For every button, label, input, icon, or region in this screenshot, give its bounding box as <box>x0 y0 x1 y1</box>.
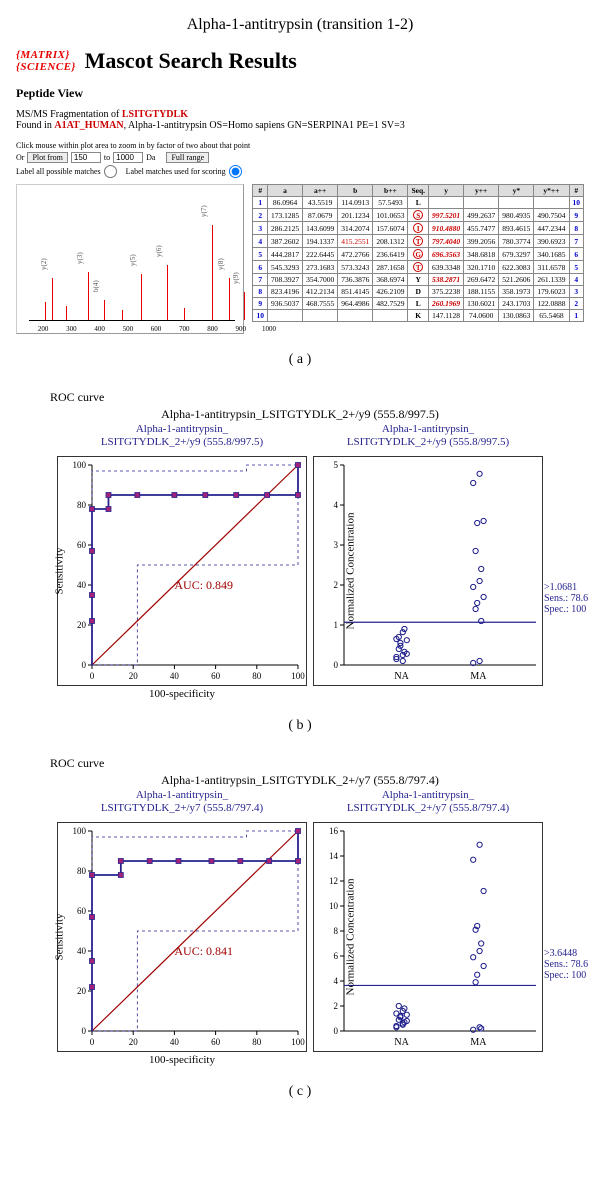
svg-text:0: 0 <box>334 1026 339 1036</box>
svg-text:0: 0 <box>90 1037 95 1047</box>
svg-text:0: 0 <box>82 660 87 670</box>
c-roc-chart: Alpha-1-antitrypsin_LSITGTYDLK_2+/y7 (55… <box>57 822 307 1052</box>
subfigure-a-label: ( a ) <box>16 352 584 368</box>
mascot-header: {MATRIX} {SCIENCE} Mascot Search Results <box>16 48 584 74</box>
c-scatter-title: Alpha-1-antitrypsin_LSITGTYDLK_2+/y7 (55… <box>314 789 542 814</box>
svg-text:2: 2 <box>334 1001 339 1011</box>
zoom-hint: Click mouse within plot area to zoom in … <box>16 141 584 150</box>
c-scatter-wrap: Alpha-1-antitrypsin_LSITGTYDLK_2+/y7 (55… <box>313 822 543 1066</box>
svg-text:20: 20 <box>129 1037 139 1047</box>
svg-text:80: 80 <box>252 671 261 681</box>
panel-c-row: Alpha-1-antitrypsin_LSITGTYDLK_2+/y7 (55… <box>16 822 584 1066</box>
subfigure-c-label: ( c ) <box>16 1084 584 1100</box>
svg-text:40: 40 <box>170 671 180 681</box>
svg-text:10: 10 <box>329 901 339 911</box>
mascot-title: Mascot Search Results <box>85 48 297 73</box>
c-scatter-xlabel <box>313 1054 543 1066</box>
b-scatter-wrap: Alpha-1-antitrypsin_LSITGTYDLK_2+/y9 (55… <box>313 456 543 700</box>
b-roc-ylabel: Sensitivity <box>54 547 66 594</box>
svg-text:60: 60 <box>211 1037 221 1047</box>
found-in-line: Found in A1AT_HUMAN, Alpha-1-antitrypsin… <box>16 120 584 131</box>
svg-text:20: 20 <box>129 671 139 681</box>
plot-to-input[interactable] <box>113 152 143 163</box>
b-roc-title: Alpha-1-antitrypsin_LSITGTYDLK_2+/y9 (55… <box>58 423 306 448</box>
c-roc-xlabel: 100-specificity <box>57 1054 307 1066</box>
b-roc-chart: Alpha-1-antitrypsin_LSITGTYDLK_2+/y9 (55… <box>57 456 307 686</box>
c-scatter-ylabel: Normalized Concentration <box>345 879 357 996</box>
c-subtitle: Alpha-1-antitrypsin_LSITGTYDLK_2+/y7 (55… <box>16 773 584 788</box>
c-roc-wrap: Alpha-1-antitrypsin_LSITGTYDLK_2+/y7 (55… <box>57 822 307 1066</box>
svg-text:MA: MA <box>470 1037 487 1048</box>
svg-text:3: 3 <box>334 540 339 550</box>
svg-text:40: 40 <box>170 1037 180 1047</box>
b-scatter-ylabel: Normalized Concentration <box>345 513 357 630</box>
plot-from-button[interactable]: Plot from <box>27 152 67 163</box>
svg-text:80: 80 <box>77 866 87 876</box>
subfigure-b-label: ( b ) <box>16 718 584 734</box>
b-section-label: ROC curve <box>50 390 584 405</box>
svg-text:100: 100 <box>291 671 305 681</box>
svg-text:AUC: 0.841: AUC: 0.841 <box>174 944 233 958</box>
svg-text:20: 20 <box>77 986 87 996</box>
svg-text:6: 6 <box>334 951 339 961</box>
svg-text:0: 0 <box>334 660 339 670</box>
c-roc-ylabel: Sensitivity <box>54 913 66 960</box>
label-scoring-radio[interactable] <box>229 165 242 178</box>
svg-text:100: 100 <box>73 460 87 470</box>
svg-text:4: 4 <box>334 976 339 986</box>
c-scatter-chart: Alpha-1-antitrypsin_LSITGTYDLK_2+/y7 (55… <box>313 822 543 1052</box>
main-title: Alpha-1-antitrypsin (transition 1-2) <box>16 16 584 34</box>
svg-text:NA: NA <box>394 671 409 682</box>
svg-text:60: 60 <box>211 671 221 681</box>
label-options: Label all possible matches Label matches… <box>16 165 584 178</box>
svg-text:16: 16 <box>329 826 339 836</box>
c-threshold-annot: >3.6448Sens.: 78.6Spec.: 100 <box>544 948 600 981</box>
panel-b-row: Alpha-1-antitrypsin_LSITGTYDLK_2+/y9 (55… <box>16 456 584 700</box>
c-roc-title: Alpha-1-antitrypsin_LSITGTYDLK_2+/y7 (55… <box>58 789 306 814</box>
page: Alpha-1-antitrypsin (transition 1-2) {MA… <box>0 0 600 1130</box>
svg-text:8: 8 <box>334 926 339 936</box>
svg-text:80: 80 <box>77 500 87 510</box>
panel-a-row: 2003004005006007008009001000y(2)y(3)b(4)… <box>16 184 584 334</box>
svg-text:100: 100 <box>73 826 87 836</box>
svg-text:0: 0 <box>90 671 95 681</box>
svg-text:60: 60 <box>77 540 87 550</box>
svg-text:MA: MA <box>470 671 487 682</box>
full-range-button[interactable]: Full range <box>166 152 209 163</box>
svg-text:40: 40 <box>77 946 87 956</box>
svg-text:AUC: 0.849: AUC: 0.849 <box>174 578 233 592</box>
svg-text:1: 1 <box>334 620 339 630</box>
peptide-view-heading: Peptide View <box>16 86 584 101</box>
accession: A1AT_HUMAN <box>54 120 123 131</box>
svg-text:NA: NA <box>394 1037 409 1048</box>
svg-text:60: 60 <box>77 906 87 916</box>
b-scatter-chart: Alpha-1-antitrypsin_LSITGTYDLK_2+/y9 (55… <box>313 456 543 686</box>
b-scatter-title: Alpha-1-antitrypsin_LSITGTYDLK_2+/y9 (55… <box>314 423 542 448</box>
b-threshold-annot: >1.0681Sens.: 78.6Spec.: 100 <box>544 582 600 615</box>
plot-from-input[interactable] <box>71 152 101 163</box>
b-roc-xlabel: 100-specificity <box>57 688 307 700</box>
svg-text:12: 12 <box>329 876 338 886</box>
ion-table: #aa++bb++Seq.yy++y*y*++#186.096443.55191… <box>252 184 584 322</box>
svg-text:14: 14 <box>329 851 339 861</box>
svg-text:20: 20 <box>77 620 87 630</box>
peptide-sequence: LSITGTYDLK <box>122 109 188 120</box>
plot-controls: Or Plot from to Da Full range <box>16 152 584 163</box>
spectrum-x-axis <box>29 320 235 321</box>
svg-text:2: 2 <box>334 580 339 590</box>
label-all-radio[interactable] <box>104 165 117 178</box>
c-section-label: ROC curve <box>50 756 584 771</box>
svg-text:100: 100 <box>291 1037 305 1047</box>
b-subtitle: Alpha-1-antitrypsin_LSITGTYDLK_2+/y9 (55… <box>16 407 584 422</box>
b-roc-wrap: Alpha-1-antitrypsin_LSITGTYDLK_2+/y9 (55… <box>57 456 307 700</box>
matrix-science-logo: {MATRIX} {SCIENCE} <box>16 49 76 73</box>
svg-text:4: 4 <box>334 500 339 510</box>
svg-text:40: 40 <box>77 580 87 590</box>
b-scatter-xlabel <box>313 688 543 700</box>
svg-text:80: 80 <box>252 1037 261 1047</box>
svg-text:5: 5 <box>334 460 339 470</box>
svg-text:0: 0 <box>82 1026 87 1036</box>
fragmentation-line: MS/MS Fragmentation of LSITGTYDLK <box>16 109 584 120</box>
spectrum-plot[interactable]: 2003004005006007008009001000y(2)y(3)b(4)… <box>16 184 244 334</box>
